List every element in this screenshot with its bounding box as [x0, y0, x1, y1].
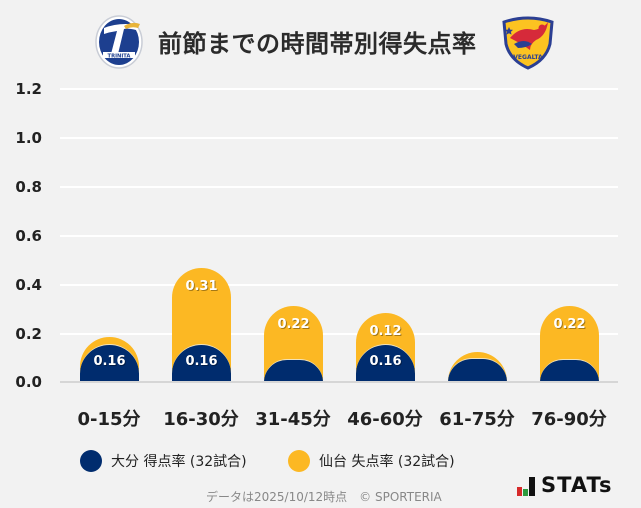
bar-76-90[interactable]: 0.22 — [540, 306, 599, 382]
x-axis-baseline — [60, 381, 618, 383]
oita-value-label: 0.16 — [93, 354, 126, 369]
stats-brand-logo: STATs — [517, 475, 612, 496]
svg-text:VEGALTA: VEGALTA — [513, 54, 543, 61]
sendai-value-label: 0.22 — [277, 317, 310, 332]
y-tick: 0.0 — [15, 373, 42, 391]
y-tick: 0.4 — [15, 276, 42, 294]
data-source-note: データは2025/10/12時点 © SPORTERIA — [206, 490, 442, 504]
sendai-value-label: 0.12 — [369, 324, 402, 339]
svg-text:TRINITA: TRINITA — [108, 53, 131, 59]
oita-bar-segment — [448, 358, 507, 382]
stats-brand-text: STATs — [541, 473, 613, 497]
x-label: 31-45分 — [255, 409, 331, 430]
chart-header: TRINITA 前節までの時間帯別得失点率 VEGALTA — [0, 0, 641, 80]
oita-trinita-logo-icon: TRINITA — [95, 15, 143, 69]
vegalta-sendai-logo-icon: VEGALTA — [502, 16, 554, 70]
oita-bar-segment — [264, 359, 323, 382]
chart-title: 前節までの時間帯別得失点率 — [158, 30, 477, 58]
bar-31-45[interactable]: 0.22 — [264, 306, 323, 382]
y-tick: 0.6 — [15, 227, 42, 245]
legend-item-oita[interactable]: 大分 得点率 (32試合) — [80, 450, 247, 472]
x-label: 0-15分 — [77, 409, 141, 430]
gridline — [60, 333, 618, 335]
gridline — [60, 88, 618, 90]
x-label: 16-30分 — [163, 409, 239, 430]
bar-16-30[interactable]: 0.31 0.16 — [172, 268, 231, 382]
gridline — [60, 235, 618, 237]
stats-bars-icon — [517, 477, 536, 496]
legend-swatch-sendai-icon — [288, 450, 310, 472]
bar-46-60[interactable]: 0.12 0.16 — [356, 313, 415, 382]
x-label: 46-60分 — [347, 409, 423, 430]
legend-label-sendai: 仙台 失点率 (32試合) — [319, 454, 455, 470]
y-tick: 1.2 — [15, 80, 42, 98]
x-label: 61-75分 — [439, 409, 515, 430]
oita-bar-segment — [356, 344, 415, 382]
y-tick: 1.0 — [15, 129, 42, 147]
x-label: 76-90分 — [531, 409, 607, 430]
gridline — [60, 284, 618, 286]
bar-61-75[interactable] — [448, 352, 507, 382]
oita-value-label: 0.16 — [185, 354, 218, 369]
oita-value-label: 0.16 — [369, 354, 402, 369]
legend-item-sendai[interactable]: 仙台 失点率 (32試合) — [288, 450, 455, 472]
legend-label-oita: 大分 得点率 (32試合) — [111, 454, 247, 470]
legend-swatch-oita-icon — [80, 450, 102, 472]
bar-0-15[interactable]: 0.16 — [80, 337, 139, 382]
gridline — [60, 137, 618, 139]
sendai-value-label: 0.22 — [553, 317, 586, 332]
oita-bar-segment — [540, 359, 599, 382]
y-tick: 0.2 — [15, 325, 42, 343]
sendai-value-label: 0.31 — [185, 279, 218, 294]
y-tick: 0.8 — [15, 178, 42, 196]
gridline — [60, 186, 618, 188]
